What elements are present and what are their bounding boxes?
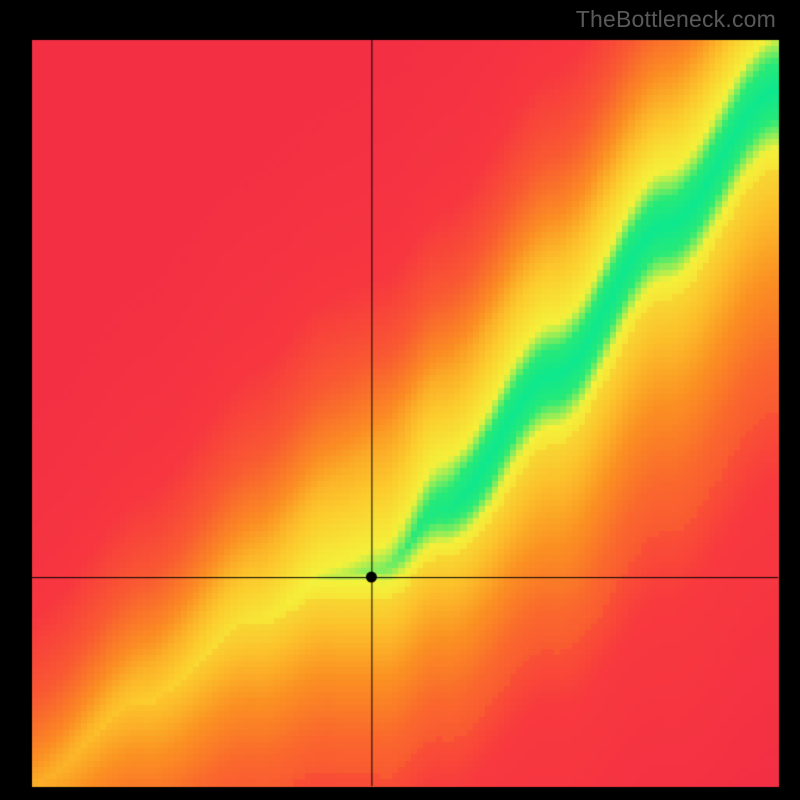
bottleneck-heatmap	[0, 0, 800, 800]
chart-container: TheBottleneck.com	[0, 0, 800, 800]
watermark-text: TheBottleneck.com	[576, 6, 776, 33]
